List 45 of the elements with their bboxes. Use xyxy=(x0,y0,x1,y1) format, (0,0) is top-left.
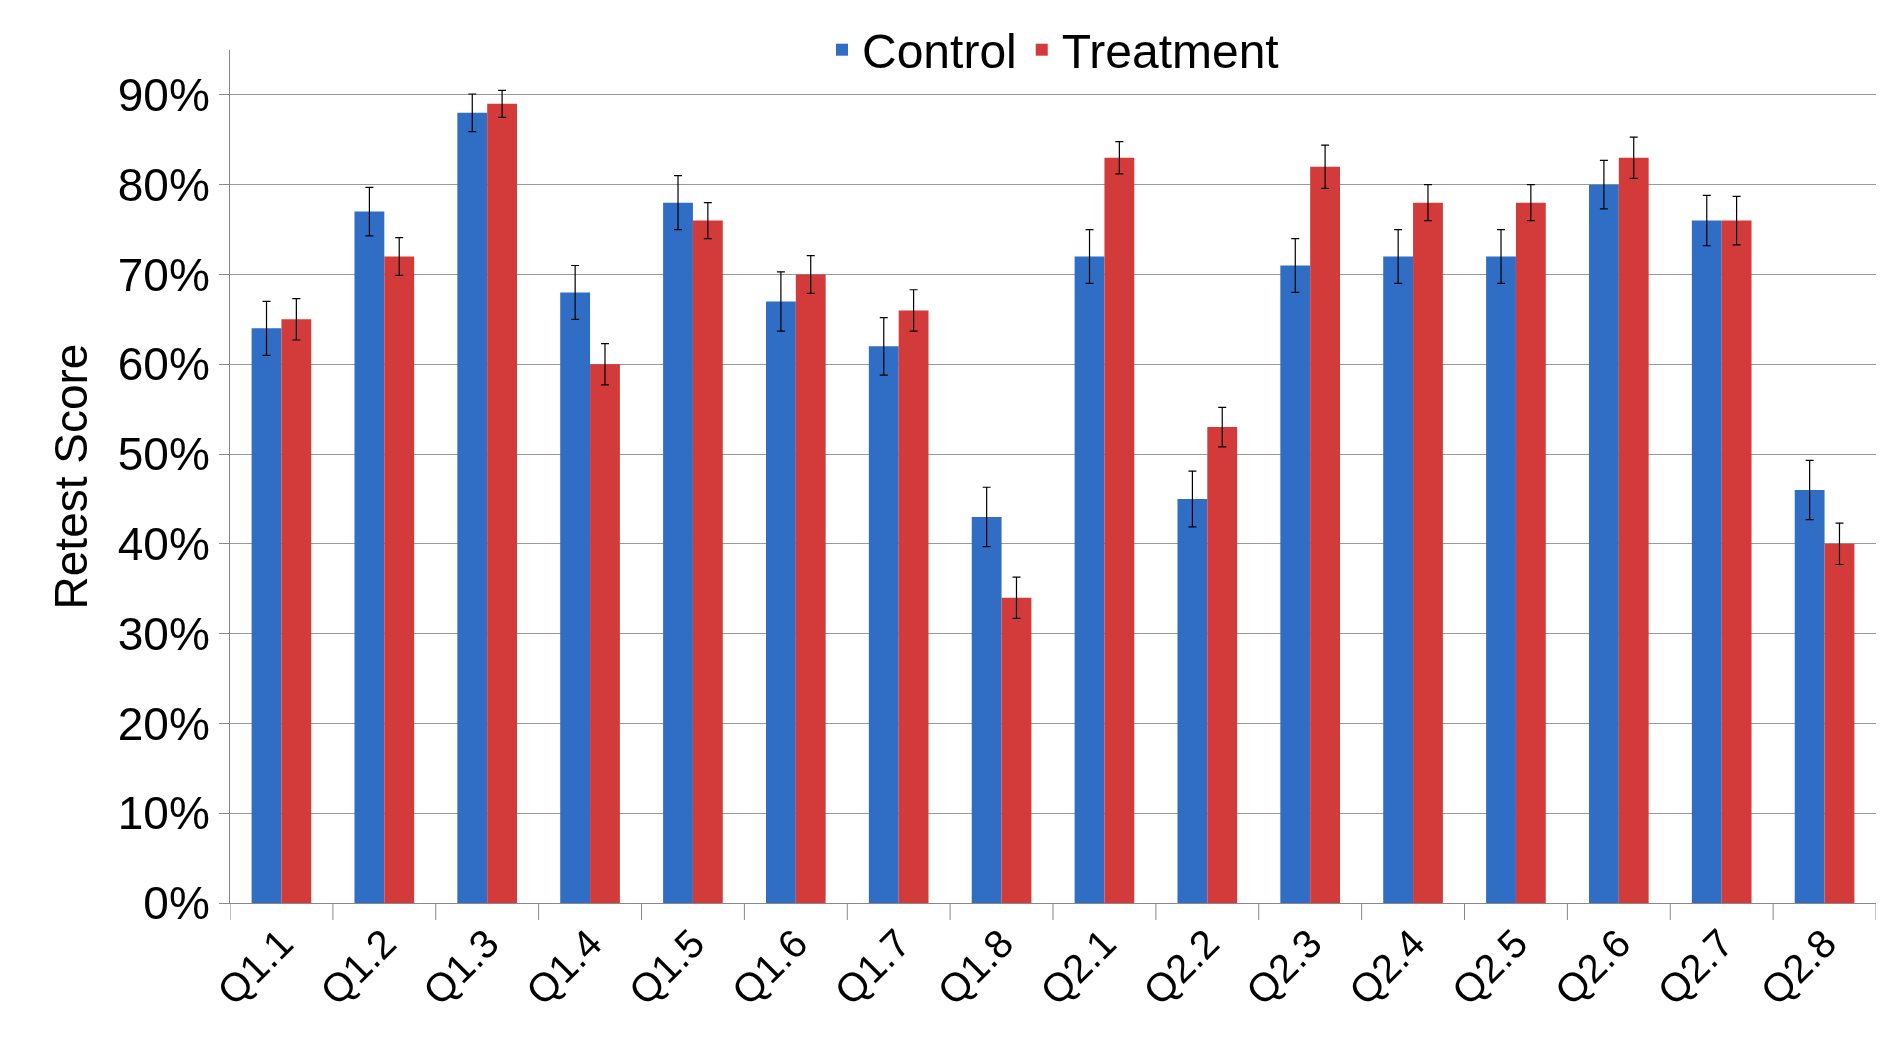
bar xyxy=(898,310,929,903)
bar xyxy=(1794,489,1825,903)
y-tick-label: 20% xyxy=(117,697,210,750)
bar xyxy=(1001,597,1032,903)
bar xyxy=(1691,220,1722,903)
y-tick-label: 80% xyxy=(117,158,210,211)
bar xyxy=(384,256,415,903)
y-tick-label: 10% xyxy=(117,787,210,840)
bar xyxy=(1824,543,1855,903)
bar xyxy=(487,103,518,903)
bar xyxy=(1618,157,1649,903)
y-tick-label: 60% xyxy=(117,338,210,391)
bar xyxy=(457,112,488,903)
bar xyxy=(1280,265,1311,903)
bar xyxy=(1515,202,1546,903)
bar xyxy=(1721,220,1752,903)
bar xyxy=(1413,202,1443,903)
y-axis-title: Retest Score xyxy=(45,343,98,610)
legend-label: Control xyxy=(862,25,1017,79)
legend-label: Treatment xyxy=(1061,25,1279,79)
bar xyxy=(251,328,282,903)
bar xyxy=(971,516,1002,903)
bar xyxy=(1588,184,1619,903)
y-tick-label: 50% xyxy=(117,428,210,481)
y-tick-label: 0% xyxy=(143,877,210,930)
bar xyxy=(1207,427,1238,903)
bar xyxy=(354,211,385,903)
bar xyxy=(1104,157,1135,903)
bar xyxy=(1310,166,1341,903)
bar xyxy=(560,292,591,903)
bar xyxy=(795,274,826,903)
bar xyxy=(1177,498,1208,903)
y-tick-label: 40% xyxy=(117,517,210,570)
bar xyxy=(590,364,620,903)
bar xyxy=(692,220,723,903)
y-tick-label: 90% xyxy=(117,68,210,121)
y-tick-label: 70% xyxy=(117,248,210,301)
bar xyxy=(1486,256,1516,903)
bar xyxy=(1074,256,1105,903)
bar xyxy=(1383,256,1414,903)
bar xyxy=(281,319,312,903)
bar xyxy=(868,346,899,903)
y-tick-label: 30% xyxy=(117,607,210,660)
bar xyxy=(663,202,693,903)
bar xyxy=(765,301,796,903)
